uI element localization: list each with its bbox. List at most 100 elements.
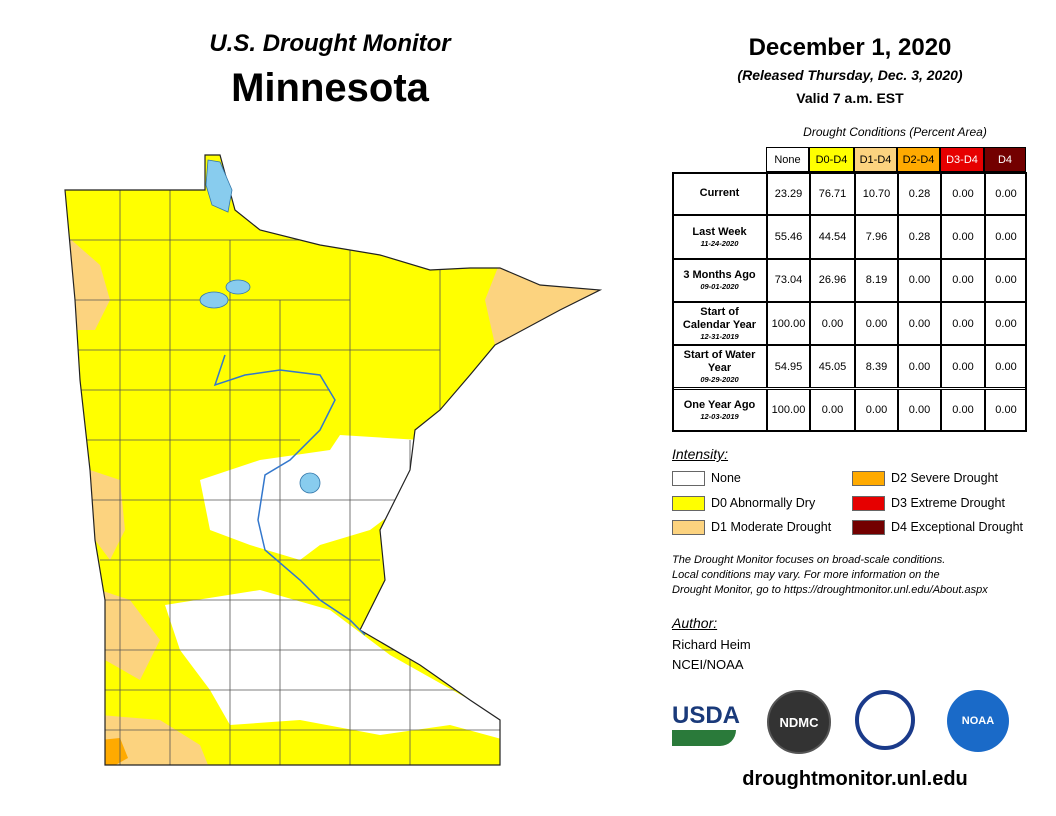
- table-cell: 0.28: [898, 215, 941, 259]
- row-header: Start of Calendar Year 12-31-2019: [672, 301, 767, 346]
- table-cell: 0.00: [898, 345, 941, 389]
- table-cell: 0.00: [985, 258, 1027, 302]
- state-outline: [64, 154, 603, 766]
- note-line: The Drought Monitor focuses on broad-sca…: [672, 554, 946, 566]
- usda-logo-swoosh: [672, 730, 736, 746]
- table-cell: 0.00: [941, 388, 985, 432]
- table-cell: 0.00: [985, 388, 1027, 432]
- table-cell: 100.00: [767, 388, 810, 432]
- legend-label: None: [711, 471, 741, 485]
- legend-swatch: [852, 471, 885, 486]
- row-date: 09-29-2020: [700, 375, 739, 385]
- legend-title: Intensity:: [672, 446, 729, 462]
- table-cell: 0.00: [898, 258, 941, 302]
- column-header: D3-D4: [940, 147, 984, 172]
- table-cell: 0.00: [941, 172, 985, 216]
- table-cell: 0.28: [898, 172, 941, 216]
- none-area: [165, 590, 505, 740]
- released: (Released Thursday, Dec. 3, 2020): [737, 67, 963, 83]
- date: December 1, 2020: [748, 34, 952, 61]
- table-cell: 0.00: [941, 301, 985, 346]
- d1-area: [90, 470, 125, 560]
- row-label: Start of Calendar Year: [682, 306, 757, 332]
- author-title: Author:: [672, 615, 718, 631]
- row-date: 12-31-2019: [700, 332, 739, 342]
- footer-url[interactable]: droughtmonitor.unl.edu: [742, 768, 968, 790]
- lake: [299, 472, 321, 494]
- author-name: Richard Heim: [672, 637, 751, 652]
- legend-label: D2 Severe Drought: [891, 471, 999, 485]
- legend-label: D3 Extreme Drought: [891, 495, 1005, 510]
- row-label: One Year Ago: [683, 399, 756, 412]
- state-name: Minnesota: [231, 66, 429, 110]
- row-header: Current: [672, 172, 767, 216]
- lake: [205, 159, 233, 213]
- lakes: [199, 159, 321, 494]
- table-cell: 0.00: [941, 258, 985, 302]
- map-fill: [65, 155, 600, 765]
- table-cell: 0.00: [985, 301, 1027, 346]
- legend-swatch: [672, 495, 705, 511]
- row-date: 09-01-2020: [700, 282, 739, 292]
- legend-swatch: [672, 520, 705, 535]
- ndmc-logo: NDMC: [767, 690, 831, 754]
- column-header: D0-D4: [809, 147, 854, 172]
- river: [213, 354, 366, 636]
- column-header: None: [766, 147, 809, 172]
- legend-swatch: [852, 520, 885, 535]
- table-cell: 100.00: [767, 301, 810, 346]
- table-cell: 0.00: [810, 301, 855, 346]
- table-cell: 0.00: [898, 388, 941, 432]
- table-cell: 10.70: [855, 172, 898, 216]
- legend-label: D0 Abnormally Dry: [711, 495, 816, 510]
- table-cell: 0.00: [985, 215, 1027, 259]
- row-header: One Year Ago 12-03-2019: [672, 388, 767, 432]
- table-caption: Drought Conditions (Percent Area): [803, 125, 987, 139]
- note: The Drought Monitor focuses on broad-sca…: [672, 553, 988, 598]
- table-cell: 73.04: [767, 258, 810, 302]
- table-cell: 0.00: [898, 301, 941, 346]
- table-cell: 0.00: [985, 172, 1027, 216]
- table-cell: 0.00: [855, 301, 898, 346]
- title: U.S. Drought Monitor: [209, 30, 451, 57]
- map: [64, 154, 603, 766]
- valid: Valid 7 a.m. EST: [796, 90, 904, 106]
- table-cell: 8.39: [855, 345, 898, 389]
- table-cell: 0.00: [810, 388, 855, 432]
- none-area: [200, 435, 420, 560]
- row-header: 3 Months Ago 09-01-2020: [672, 258, 767, 302]
- lake: [199, 291, 229, 309]
- table-cell: 8.19: [855, 258, 898, 302]
- legend-label: D4 Exceptional Drought: [891, 520, 1024, 534]
- table-cell: 76.71: [810, 172, 855, 216]
- column-header: D2-D4: [897, 147, 940, 172]
- lake: [225, 279, 251, 295]
- table-cell: 45.05: [810, 345, 855, 389]
- row-label: Start of Water Year: [683, 349, 756, 375]
- row-date: 11-24-2020: [700, 238, 739, 248]
- table-cell: 55.46: [767, 215, 810, 259]
- table-cell: 54.95: [767, 345, 810, 389]
- table-cell: 0.00: [941, 345, 985, 389]
- noaa-logo: NOAA: [947, 690, 1009, 752]
- table-cell: 0.00: [941, 215, 985, 259]
- row-label: 3 Months Ago: [683, 269, 756, 282]
- row-date: 12-03-2019: [700, 412, 739, 422]
- table-cell: 44.54: [810, 215, 855, 259]
- d1-area: [100, 590, 160, 680]
- commerce-logo: [855, 690, 915, 750]
- row-label: Current: [699, 187, 740, 200]
- row-header: Start of Water Year 09-29-2020: [672, 345, 767, 389]
- table-cell: 23.29: [767, 172, 810, 216]
- table-cell: 0.00: [985, 345, 1027, 389]
- legend-swatch: [852, 495, 885, 511]
- column-header: D1-D4: [854, 147, 897, 172]
- table-cell: 0.00: [855, 388, 898, 432]
- row-header: Last Week 11-24-2020: [672, 215, 767, 259]
- legend-label: D1 Moderate Drought: [711, 520, 832, 534]
- d1-area: [485, 262, 600, 345]
- note-line: Drought Monitor, go to https://droughtmo…: [672, 584, 988, 596]
- author-org: NCEI/NOAA: [672, 657, 744, 672]
